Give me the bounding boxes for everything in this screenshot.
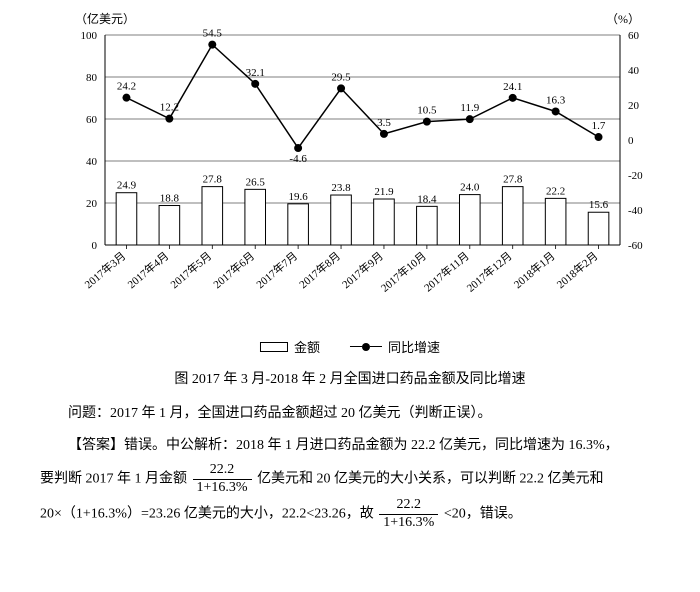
svg-text:2017年7月: 2017年7月 bbox=[253, 249, 300, 292]
svg-text:24.2: 24.2 bbox=[117, 81, 136, 93]
answer-2b: 亿美元和 20 亿美元的大小关系，可以判断 22.2 亿美元和 bbox=[257, 472, 604, 487]
svg-text:27.8: 27.8 bbox=[503, 174, 523, 186]
frac-num-2: 22.2 bbox=[379, 497, 438, 515]
legend-line-label: 同比增速 bbox=[388, 337, 440, 356]
svg-text:-20: -20 bbox=[628, 170, 643, 182]
question-line: 问题：2017 年 1 月，全国进口药品金额超过 20 亿美元（判断正误）。 bbox=[40, 398, 660, 430]
question-label: 问题： bbox=[68, 406, 110, 421]
svg-text:0: 0 bbox=[92, 240, 98, 252]
svg-text:11.9: 11.9 bbox=[460, 102, 479, 114]
svg-text:54.5: 54.5 bbox=[203, 28, 223, 40]
svg-text:2017年4月: 2017年4月 bbox=[124, 249, 171, 292]
svg-text:2017年8月: 2017年8月 bbox=[296, 249, 343, 292]
svg-text:15.6: 15.6 bbox=[589, 199, 609, 211]
svg-text:3.5: 3.5 bbox=[377, 117, 391, 129]
svg-text:26.5: 26.5 bbox=[246, 176, 266, 188]
combo-chart: 0 20 40 60 80 100 -60 -40 -20 0 20 40 60 24.9 2017年3月 1… bbox=[20, 10, 680, 350]
svg-text:18.8: 18.8 bbox=[160, 193, 180, 205]
svg-text:19.6: 19.6 bbox=[289, 191, 309, 203]
legend-line: 同比增速 bbox=[350, 337, 440, 356]
svg-text:60: 60 bbox=[86, 114, 98, 126]
svg-text:2017年6月: 2017年6月 bbox=[210, 249, 257, 292]
svg-text:16.3: 16.3 bbox=[546, 94, 566, 106]
svg-text:29.5: 29.5 bbox=[331, 71, 351, 83]
svg-text:-40: -40 bbox=[628, 205, 643, 217]
answer-3b: <20，错误。 bbox=[444, 506, 522, 521]
svg-text:18.4: 18.4 bbox=[417, 193, 437, 205]
answer-line-3: 20×（1+16.3%）=23.26 亿美元的大小，22.2<23.26，故 2… bbox=[40, 497, 660, 532]
svg-text:2018年1月: 2018年1月 bbox=[511, 249, 558, 292]
svg-text:27.8: 27.8 bbox=[203, 174, 223, 186]
svg-text:23.8: 23.8 bbox=[331, 182, 351, 194]
svg-text:32.1: 32.1 bbox=[246, 67, 265, 79]
svg-text:20: 20 bbox=[628, 100, 640, 112]
svg-text:2017年10月: 2017年10月 bbox=[378, 249, 429, 295]
fraction-2: 22.2 1+16.3% bbox=[379, 497, 438, 532]
svg-text:2017年12月: 2017年12月 bbox=[464, 249, 515, 295]
svg-text:24.9: 24.9 bbox=[117, 180, 137, 192]
svg-text:22.2: 22.2 bbox=[546, 185, 565, 197]
answer-3a: 20×（1+16.3%）=23.26 亿美元的大小，22.2<23.26，故 bbox=[40, 506, 374, 521]
svg-text:40: 40 bbox=[628, 65, 640, 77]
answer-label: 【答案】 bbox=[68, 438, 124, 453]
svg-text:10.5: 10.5 bbox=[417, 105, 437, 117]
frac-den: 1+16.3% bbox=[193, 480, 252, 497]
chart-caption: 图 2017 年 3 月-2018 年 2 月全国进口药品金额及同比增速 bbox=[0, 368, 700, 388]
question-text: 2017 年 1 月，全国进口药品金额超过 20 亿美元（判断正误）。 bbox=[110, 406, 492, 421]
svg-text:24.0: 24.0 bbox=[460, 182, 480, 194]
svg-text:-60: -60 bbox=[628, 240, 643, 252]
answer-2a: 要判断 2017 年 1 月金额 bbox=[40, 472, 187, 487]
svg-text:2017年11月: 2017年11月 bbox=[421, 249, 472, 295]
svg-text:24.1: 24.1 bbox=[503, 81, 522, 93]
svg-text:1.7: 1.7 bbox=[592, 120, 606, 132]
legend: 金额 同比增速 bbox=[260, 337, 440, 356]
svg-text:-4.6: -4.6 bbox=[289, 153, 307, 165]
svg-text:21.9: 21.9 bbox=[374, 186, 394, 198]
svg-text:2017年3月: 2017年3月 bbox=[81, 249, 128, 292]
svg-text:2018年2月: 2018年2月 bbox=[554, 249, 601, 292]
body-text: 问题：2017 年 1 月，全国进口药品金额超过 20 亿美元（判断正误）。 【… bbox=[0, 398, 700, 532]
answer-line-2: 要判断 2017 年 1 月金额 22.2 1+16.3% 亿美元和 20 亿美… bbox=[40, 462, 660, 497]
answer-1a: 错误。中公解析：2018 年 1 月进口药品金额为 22.2 亿美元，同比增速为… bbox=[124, 438, 619, 453]
legend-bar: 金额 bbox=[260, 337, 320, 356]
fraction-1: 22.2 1+16.3% bbox=[193, 462, 252, 497]
svg-text:12.2: 12.2 bbox=[160, 102, 179, 114]
frac-den-2: 1+16.3% bbox=[379, 515, 438, 532]
svg-text:60: 60 bbox=[628, 30, 640, 42]
svg-text:20: 20 bbox=[86, 198, 98, 210]
legend-bar-swatch bbox=[260, 342, 288, 352]
svg-text:80: 80 bbox=[86, 72, 98, 84]
legend-bar-label: 金额 bbox=[294, 337, 320, 356]
frac-num: 22.2 bbox=[193, 462, 252, 480]
svg-text:100: 100 bbox=[81, 30, 98, 42]
svg-text:0: 0 bbox=[628, 135, 634, 147]
legend-line-swatch bbox=[350, 343, 382, 351]
svg-text:40: 40 bbox=[86, 156, 98, 168]
svg-text:2017年5月: 2017年5月 bbox=[167, 249, 214, 292]
answer-line-1: 【答案】错误。中公解析：2018 年 1 月进口药品金额为 22.2 亿美元，同… bbox=[40, 430, 660, 462]
